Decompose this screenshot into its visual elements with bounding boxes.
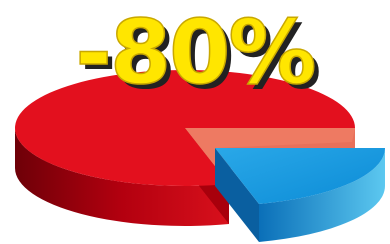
page: -80% -80% (() => { const data = JSON.par… <box>0 0 390 244</box>
headline: -80% <box>75 1 314 104</box>
illustration: -80% -80% <box>0 0 390 244</box>
